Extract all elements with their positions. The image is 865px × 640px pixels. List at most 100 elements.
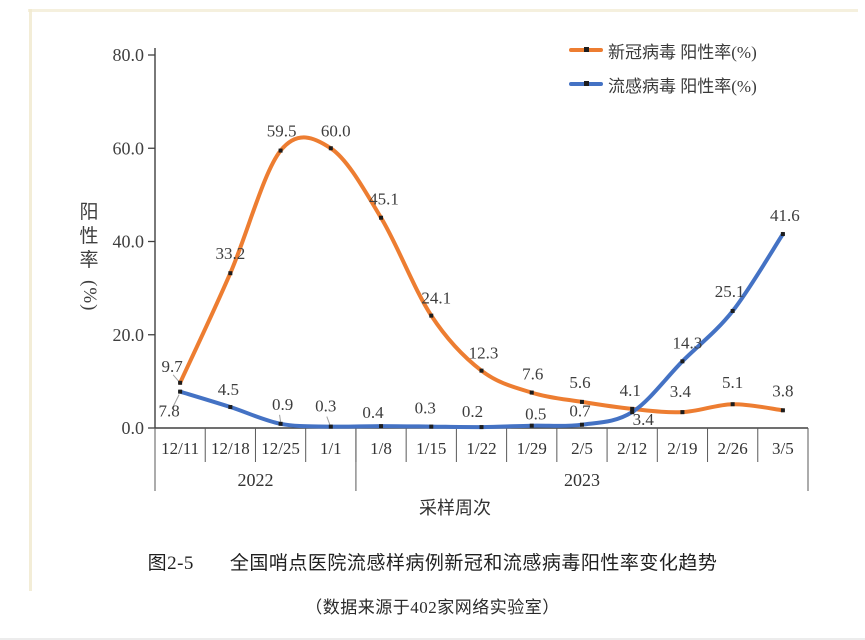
data-point-marker bbox=[780, 408, 785, 413]
y-tick-label: 60.0 bbox=[113, 138, 145, 158]
data-point-label: 14.3 bbox=[673, 333, 703, 352]
data-point-label: 33.2 bbox=[215, 244, 245, 263]
data-point-label: 5.1 bbox=[722, 373, 743, 392]
data-point-marker bbox=[278, 148, 283, 153]
data-point-label: 0.9 bbox=[272, 395, 293, 414]
y-tick-label: 20.0 bbox=[113, 325, 145, 345]
data-point-marker bbox=[328, 146, 333, 151]
x-category-label: 2/12 bbox=[617, 439, 647, 458]
data-point-label: 7.6 bbox=[522, 365, 543, 384]
data-point-marker bbox=[529, 390, 534, 395]
scan-artifact-top-edge bbox=[28, 9, 858, 12]
data-label-leader bbox=[171, 394, 180, 409]
data-point-label: 45.1 bbox=[369, 190, 399, 209]
x-category-label: 12/11 bbox=[161, 439, 199, 458]
data-point-marker bbox=[178, 389, 183, 394]
data-point-label: 4.1 bbox=[620, 381, 641, 400]
data-point-label: 7.8 bbox=[158, 402, 179, 421]
data-point-marker bbox=[379, 215, 384, 220]
x-category-label: 2/19 bbox=[667, 439, 697, 458]
data-point-label: 3.8 bbox=[772, 381, 793, 400]
x-category-label: 1/1 bbox=[320, 439, 342, 458]
data-point-label: 3.4 bbox=[633, 410, 655, 429]
series-line-0 bbox=[178, 135, 785, 415]
data-point-label: 59.5 bbox=[267, 122, 297, 141]
data-point-marker bbox=[529, 423, 534, 428]
legend-marker-covid bbox=[584, 47, 589, 52]
y-tick-label: 80.0 bbox=[113, 45, 145, 65]
data-point-label: 0.3 bbox=[415, 399, 436, 418]
data-point-marker bbox=[730, 402, 735, 407]
year-group-label: 2022 bbox=[237, 470, 273, 490]
x-category-label: 12/25 bbox=[261, 439, 300, 458]
x-category-label: 1/15 bbox=[416, 439, 446, 458]
data-point-marker bbox=[278, 421, 283, 426]
x-category-label: 2/5 bbox=[571, 439, 593, 458]
data-point-label: 60.0 bbox=[321, 121, 351, 140]
data-point-marker bbox=[579, 422, 584, 427]
y-tick-label: 40.0 bbox=[113, 232, 145, 252]
legend-item-flu: 流感病毒 阳性率(%) bbox=[569, 67, 757, 101]
x-category-label: 1/22 bbox=[466, 439, 496, 458]
scan-artifact-left-edge bbox=[29, 9, 32, 591]
data-point-label: 41.6 bbox=[770, 206, 800, 225]
legend-label-covid: 新冠病毒 阳性率(%) bbox=[608, 42, 757, 62]
year-group-label: 2023 bbox=[564, 470, 600, 490]
data-point-marker bbox=[479, 368, 484, 373]
data-point-label: 9.7 bbox=[161, 357, 183, 376]
figure-source: （数据来源于402家网络实验室） bbox=[305, 598, 560, 617]
data-point-marker bbox=[429, 313, 434, 318]
figure-caption: 图2-5 全国哨点医院流感样病例新冠和流感病毒阳性率变化趋势 bbox=[0, 548, 865, 575]
data-point-marker bbox=[680, 410, 685, 415]
data-point-label: 0.5 bbox=[525, 405, 546, 424]
y-axis-title-unit: (%) bbox=[79, 280, 100, 312]
x-axis-title: 采样周次 bbox=[419, 498, 491, 518]
legend-line-covid bbox=[569, 47, 603, 52]
data-point-marker bbox=[379, 424, 384, 429]
data-point-label: 25.1 bbox=[715, 282, 745, 301]
data-point-label: 0.2 bbox=[462, 402, 483, 421]
figure-title: 全国哨点医院流感样病例新冠和流感病毒阳性率变化趋势 bbox=[229, 553, 718, 574]
figure-number: 图2-5 bbox=[147, 553, 194, 574]
data-point-label: 0.4 bbox=[362, 403, 384, 422]
series-line-1 bbox=[178, 232, 785, 430]
y-axis-title: 阳性率 (%) bbox=[74, 201, 104, 312]
data-point-marker bbox=[228, 405, 233, 410]
data-label-leader bbox=[326, 416, 331, 425]
data-point-marker bbox=[579, 399, 584, 404]
data-point-label: 0.3 bbox=[315, 397, 336, 416]
legend-line-flu bbox=[569, 81, 603, 86]
data-point-marker bbox=[730, 308, 735, 313]
data-point-marker bbox=[328, 424, 333, 429]
x-category-label: 3/5 bbox=[772, 439, 794, 458]
y-axis-title-char: 率 bbox=[79, 250, 99, 271]
legend-marker-flu bbox=[584, 81, 589, 86]
data-point-label: 12.3 bbox=[469, 344, 499, 363]
data-point-label: 0.7 bbox=[569, 402, 591, 421]
legend-label-flu: 流感病毒 阳性率(%) bbox=[608, 76, 757, 96]
x-category-label: 1/29 bbox=[517, 439, 547, 458]
data-point-marker bbox=[479, 425, 484, 430]
data-point-label: 4.5 bbox=[218, 380, 239, 399]
y-tick-label: 0.0 bbox=[122, 418, 145, 438]
data-point-label: 3.4 bbox=[670, 382, 692, 401]
x-category-label: 1/8 bbox=[370, 439, 392, 458]
data-label-leader bbox=[172, 374, 180, 383]
data-point-marker bbox=[780, 232, 785, 237]
data-point-marker bbox=[630, 410, 635, 415]
x-category-label: 2/26 bbox=[718, 439, 748, 458]
data-point-marker bbox=[630, 406, 635, 411]
data-point-marker bbox=[680, 359, 685, 364]
data-point-marker bbox=[178, 380, 183, 385]
x-category-label: 12/18 bbox=[211, 439, 250, 458]
data-point-marker bbox=[228, 271, 233, 276]
data-point-label: 5.6 bbox=[569, 373, 590, 392]
legend-item-covid: 新冠病毒 阳性率(%) bbox=[569, 33, 757, 67]
data-point-marker bbox=[429, 424, 434, 429]
y-axis-title-char: 阳 bbox=[79, 202, 99, 223]
y-axis-title-char: 性 bbox=[79, 226, 99, 247]
chart-plot-area: 80.0 60.0 40.0 20.0 0.0 12/11 12/18 12/25 1/1 1/8… bbox=[113, 45, 809, 518]
data-label-leader bbox=[279, 414, 282, 422]
data-point-label: 24.1 bbox=[421, 289, 451, 308]
